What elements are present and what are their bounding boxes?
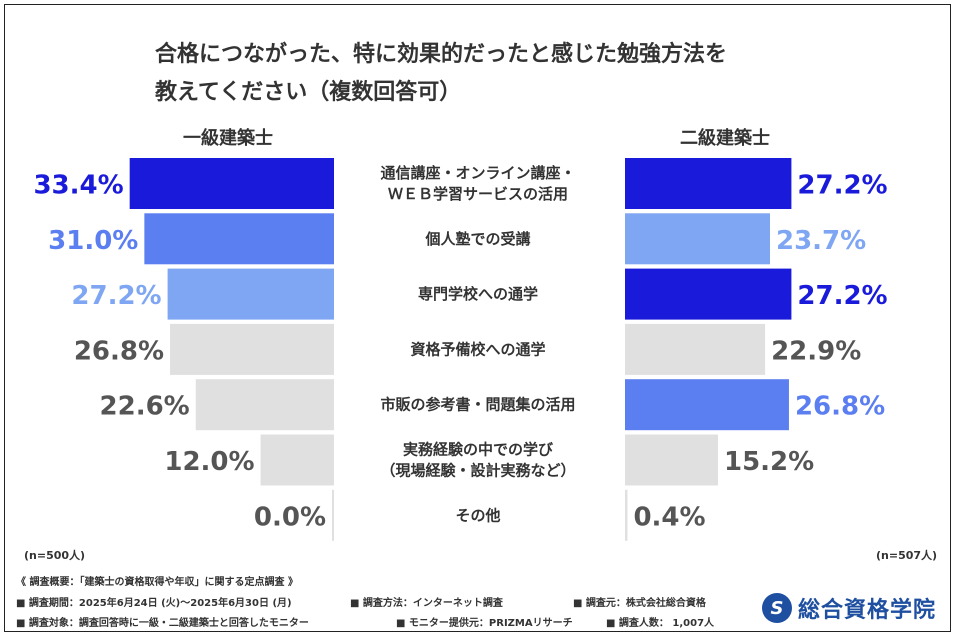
right-bar — [625, 213, 770, 265]
left-sample-size: (n=500人) — [24, 549, 86, 562]
left-value-label: 12.0% — [164, 447, 254, 477]
right-value-label: 27.2% — [797, 171, 887, 201]
left-bar — [170, 323, 334, 375]
footer-source: ■ 調査元：株式会社総合資格 — [573, 598, 706, 609]
left-group-title: 一級建築士 — [183, 128, 273, 149]
footer-period: ■ 調査期間：2025年6月24日 (火)〜2025年6月30日 (月) — [16, 598, 292, 609]
chart-frame — [4, 4, 951, 632]
right-bar — [625, 323, 766, 375]
left-value-label: 31.0% — [48, 226, 138, 256]
right-sample-size: (n=507人) — [876, 549, 938, 562]
footer-survey-title: 《 調査概要：「建築士の資格取得や年収」に関する定点調査 》 — [16, 577, 298, 588]
right-value-label: 26.8% — [795, 392, 885, 422]
logo-text: 総合資格学院 — [798, 598, 937, 623]
right-group-title: 二級建築士 — [680, 128, 770, 149]
left-value-label: 33.4% — [33, 171, 123, 201]
footer-count: ■ 調査人数： 1,007人 — [606, 618, 715, 629]
left-bar — [167, 268, 334, 320]
category-label: 通信講座・オンライン講座・ — [380, 164, 575, 182]
right-bar — [625, 489, 628, 541]
left-bar — [195, 379, 334, 431]
right-value-label: 27.2% — [797, 281, 887, 311]
right-value-label: 0.4% — [633, 502, 705, 532]
right-bar — [625, 158, 792, 209]
left-bar — [260, 434, 334, 486]
footer-target: ■ 調査対象：調査回答時に一級・二級建築士と回答したモニター — [16, 618, 309, 629]
left-bar — [332, 489, 334, 541]
right-bar — [625, 434, 718, 486]
category-label: ＷＥＢ学習サービスの活用 — [388, 185, 568, 203]
left-bar — [144, 213, 334, 265]
title-line-2: 教えてください（複数回答可） — [155, 80, 462, 105]
left-value-label: 27.2% — [71, 281, 161, 311]
logo-mark-icon: S — [762, 593, 792, 623]
category-label: （現場経験・設計実務など） — [380, 462, 575, 480]
left-value-label: 0.0% — [254, 502, 326, 532]
left-value-label: 26.8% — [74, 336, 164, 366]
category-label: その他 — [455, 506, 500, 524]
category-label: 資格予備校への通学 — [410, 340, 545, 358]
left-bar — [129, 158, 334, 209]
right-value-label: 15.2% — [724, 447, 814, 477]
right-value-label: 23.7% — [776, 226, 866, 256]
title-line-1: 合格につながった、特に効果的だったと感じた勉強方法を — [155, 42, 728, 67]
company-logo: S 総合資格学院 — [762, 592, 936, 624]
category-label: 専門学校への通学 — [418, 285, 538, 303]
chart-title: 合格につながった、特に効果的だったと感じた勉強方法を 教えてください（複数回答可… — [155, 36, 835, 112]
category-label: 個人塾での受講 — [424, 230, 530, 248]
footer-provider: ■ モニター提供元：PRIZMAリサーチ — [396, 618, 573, 629]
bar-chart: 33.4% 27.2% 通信講座・オンライン講座・ ＷＥＢ学習サービスの活用 31.0%… — [33, 158, 888, 541]
category-label: 市販の参考書・問題集の活用 — [380, 396, 575, 414]
right-bar — [625, 379, 789, 431]
right-bar — [625, 268, 792, 320]
footer-method: ■ 調査方法：インターネット調査 — [350, 598, 503, 609]
category-label: 実務経験の中での学び — [403, 441, 553, 459]
left-value-label: 22.6% — [100, 392, 190, 422]
right-value-label: 22.9% — [771, 336, 861, 366]
